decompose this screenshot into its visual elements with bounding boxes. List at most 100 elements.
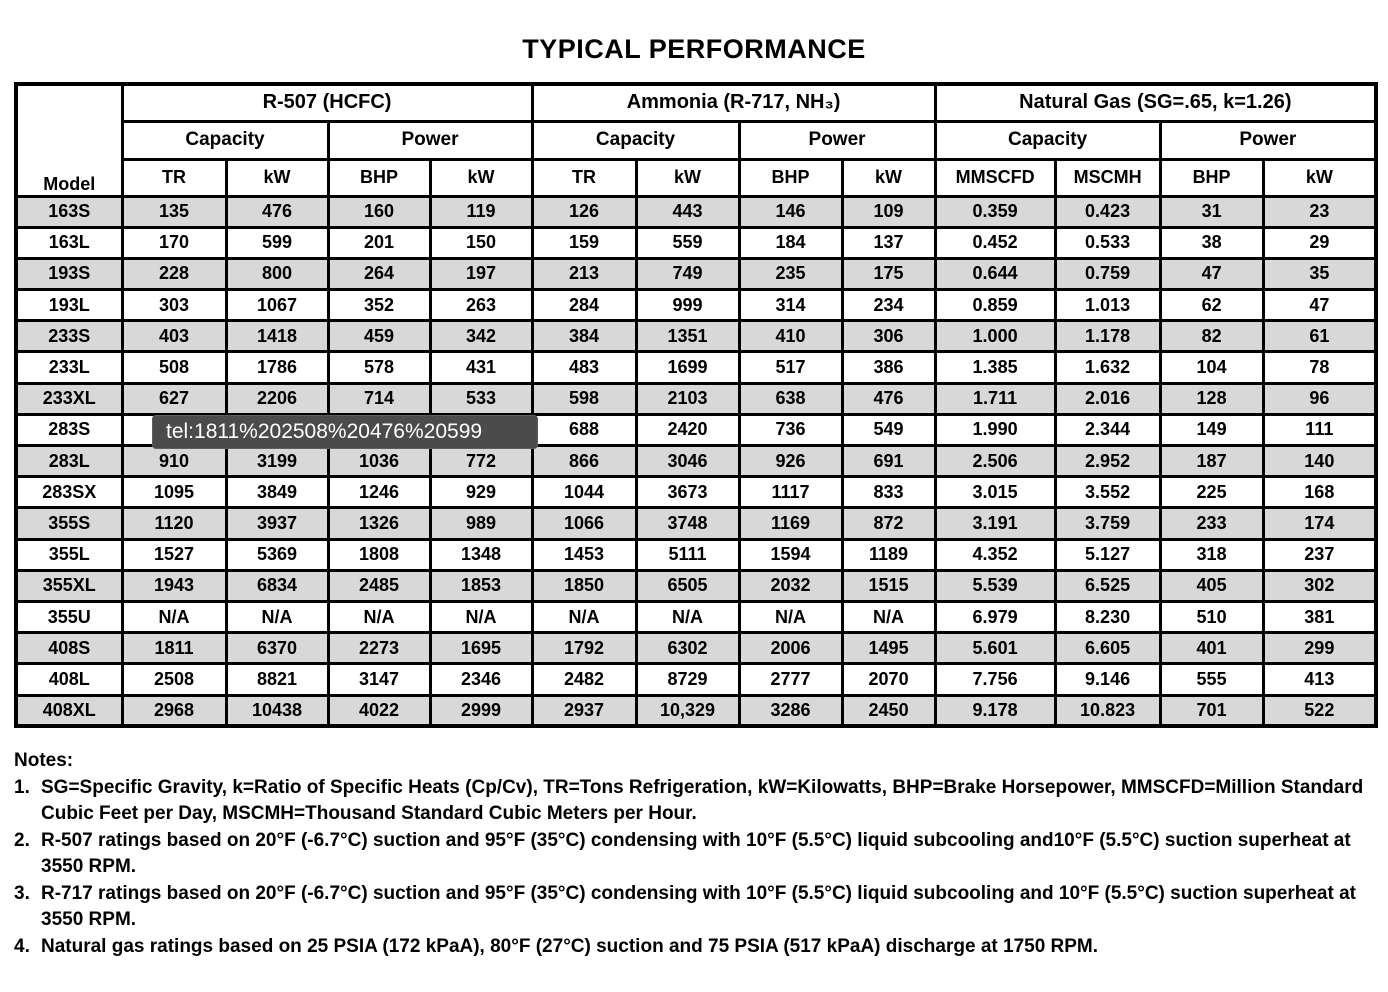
table-cell: 476 bbox=[840, 381, 937, 416]
table-cell: 1.013 bbox=[1053, 288, 1162, 323]
table-cell: 175 bbox=[840, 256, 937, 292]
table-cell: 1067 bbox=[224, 288, 330, 323]
table-cell: 1811 bbox=[120, 631, 228, 666]
model-cell: 233XL bbox=[14, 381, 124, 416]
table-cell: 1418 bbox=[224, 319, 330, 354]
table-cell: 6370 bbox=[224, 631, 330, 666]
table-cell: 0.859 bbox=[933, 288, 1057, 323]
table-cell: 6505 bbox=[634, 568, 741, 603]
table-cell: 184 bbox=[737, 225, 844, 260]
table-cell: 386 bbox=[840, 350, 937, 385]
table-cell: 2508 bbox=[120, 662, 228, 697]
subheader-row: Capacity Power Capacity Power Capacity P… bbox=[16, 119, 1378, 161]
table-cell: 38 bbox=[1158, 225, 1265, 260]
table-cell: 2999 bbox=[428, 693, 534, 728]
table-cell: 96 bbox=[1261, 381, 1378, 416]
table-cell: 1850 bbox=[530, 568, 638, 603]
table-cell: 8729 bbox=[634, 662, 741, 697]
table-cell: 1808 bbox=[326, 537, 432, 572]
model-cell: 163S bbox=[14, 194, 124, 229]
table-cell: 1695 bbox=[428, 631, 534, 666]
table-cell: 302 bbox=[1261, 568, 1378, 603]
note-item: 3. R-717 ratings based on 20°F (-6.7°C) … bbox=[14, 881, 1370, 933]
table-cell: 5.601 bbox=[933, 631, 1057, 666]
table-cell: 1246 bbox=[326, 475, 432, 510]
subheader-power-gas: Power bbox=[1158, 119, 1378, 161]
table-cell: 4.352 bbox=[933, 537, 1057, 572]
table-cell: 0.759 bbox=[1053, 256, 1162, 292]
table-cell: 225 bbox=[1158, 475, 1265, 510]
table-cell: 6.979 bbox=[933, 599, 1057, 635]
table-cell: N/A bbox=[634, 599, 741, 635]
table-cell: 578 bbox=[326, 350, 432, 385]
model-cell: 355U bbox=[14, 599, 124, 635]
table-cell: 5.539 bbox=[933, 568, 1057, 603]
group-header-r507: R-507 (HCFC) bbox=[120, 82, 534, 123]
table-cell: 1095 bbox=[120, 475, 228, 510]
table-cell: 1120 bbox=[120, 506, 228, 541]
table-cell: 140 bbox=[1261, 443, 1378, 479]
table-cell: 2206 bbox=[224, 381, 330, 416]
table-cell: 47 bbox=[1261, 288, 1378, 323]
table-cell: N/A bbox=[737, 599, 844, 635]
table-cell: 111 bbox=[1261, 412, 1378, 448]
column-header: MSCMH bbox=[1053, 157, 1162, 198]
table-cell: 2070 bbox=[840, 662, 937, 697]
model-cell: 233L bbox=[14, 350, 124, 385]
page-title: TYPICAL PERFORMANCE bbox=[522, 34, 866, 64]
table-cell: 61 bbox=[1261, 319, 1378, 354]
table-cell: 1.385 bbox=[933, 350, 1057, 385]
table-cell: 6302 bbox=[634, 631, 741, 666]
table-cell: 866 bbox=[530, 443, 638, 479]
table-cell: 82 bbox=[1158, 319, 1265, 354]
table-cell: 772 bbox=[428, 443, 534, 479]
table-cell: 510 bbox=[1158, 599, 1265, 635]
notes-section: Notes: 1. SG=Specific Gravity, k=Ratio o… bbox=[14, 748, 1370, 961]
table-cell: 381 bbox=[1261, 599, 1378, 635]
table-cell: 2.952 bbox=[1053, 443, 1162, 479]
table-cell: 6.525 bbox=[1053, 568, 1162, 603]
table-cell: 7.756 bbox=[933, 662, 1057, 697]
table-row: 193L 303 1067 352 263 284 999 314 234 0.859 1.013 6… bbox=[14, 288, 1378, 323]
table-cell: 10438 bbox=[224, 693, 330, 728]
subheader-capacity-gas: Capacity bbox=[933, 119, 1162, 161]
note-text: SG=Specific Gravity, k=Ratio of Specific… bbox=[41, 777, 1364, 824]
note-number: 3. bbox=[14, 883, 30, 904]
table-cell: 3286 bbox=[737, 693, 844, 728]
table-cell: 517 bbox=[737, 350, 844, 385]
table-cell: 6834 bbox=[224, 568, 330, 603]
table-cell: 749 bbox=[634, 256, 741, 292]
table-cell: 2450 bbox=[840, 693, 937, 728]
table-cell: 701 bbox=[1158, 693, 1265, 728]
table-cell: 483 bbox=[530, 350, 638, 385]
table-cell: 688 bbox=[530, 412, 638, 448]
table-cell: 8821 bbox=[224, 662, 330, 697]
table-cell: 170 bbox=[120, 225, 228, 260]
table-cell: 2273 bbox=[326, 631, 432, 666]
table-cell: 284 bbox=[530, 288, 638, 323]
table-cell: 1453 bbox=[530, 537, 638, 572]
table-cell: 1044 bbox=[530, 475, 638, 510]
table-cell: 263 bbox=[428, 288, 534, 323]
table-cell: 10.823 bbox=[1053, 693, 1162, 728]
table-cell: 213 bbox=[530, 256, 638, 292]
note-item: 1. SG=Specific Gravity, k=Ratio of Speci… bbox=[14, 775, 1370, 827]
table-cell: 342 bbox=[428, 319, 534, 354]
table-cell: 714 bbox=[326, 381, 432, 416]
note-number: 4. bbox=[14, 936, 30, 957]
table-cell: 159 bbox=[530, 225, 638, 260]
column-header: MMSCFD bbox=[933, 157, 1057, 198]
table-cell: 9.178 bbox=[933, 693, 1057, 728]
table-cell: 999 bbox=[634, 288, 741, 323]
table-cell: 0.359 bbox=[933, 194, 1057, 229]
table-cell: 201 bbox=[326, 225, 432, 260]
table-cell: 1699 bbox=[634, 350, 741, 385]
table-cell: 522 bbox=[1261, 693, 1378, 728]
table-cell: 384 bbox=[530, 319, 638, 354]
table-cell: 228 bbox=[120, 256, 228, 292]
subheader-power-r507: Power bbox=[326, 119, 534, 161]
table-cell: 352 bbox=[326, 288, 432, 323]
table-cell: 1515 bbox=[840, 568, 937, 603]
column-header-row: TR kW BHP kW TR kW BHP kW MMSCFD MSCMH B… bbox=[16, 157, 1378, 198]
table-cell: 299 bbox=[1261, 631, 1378, 666]
